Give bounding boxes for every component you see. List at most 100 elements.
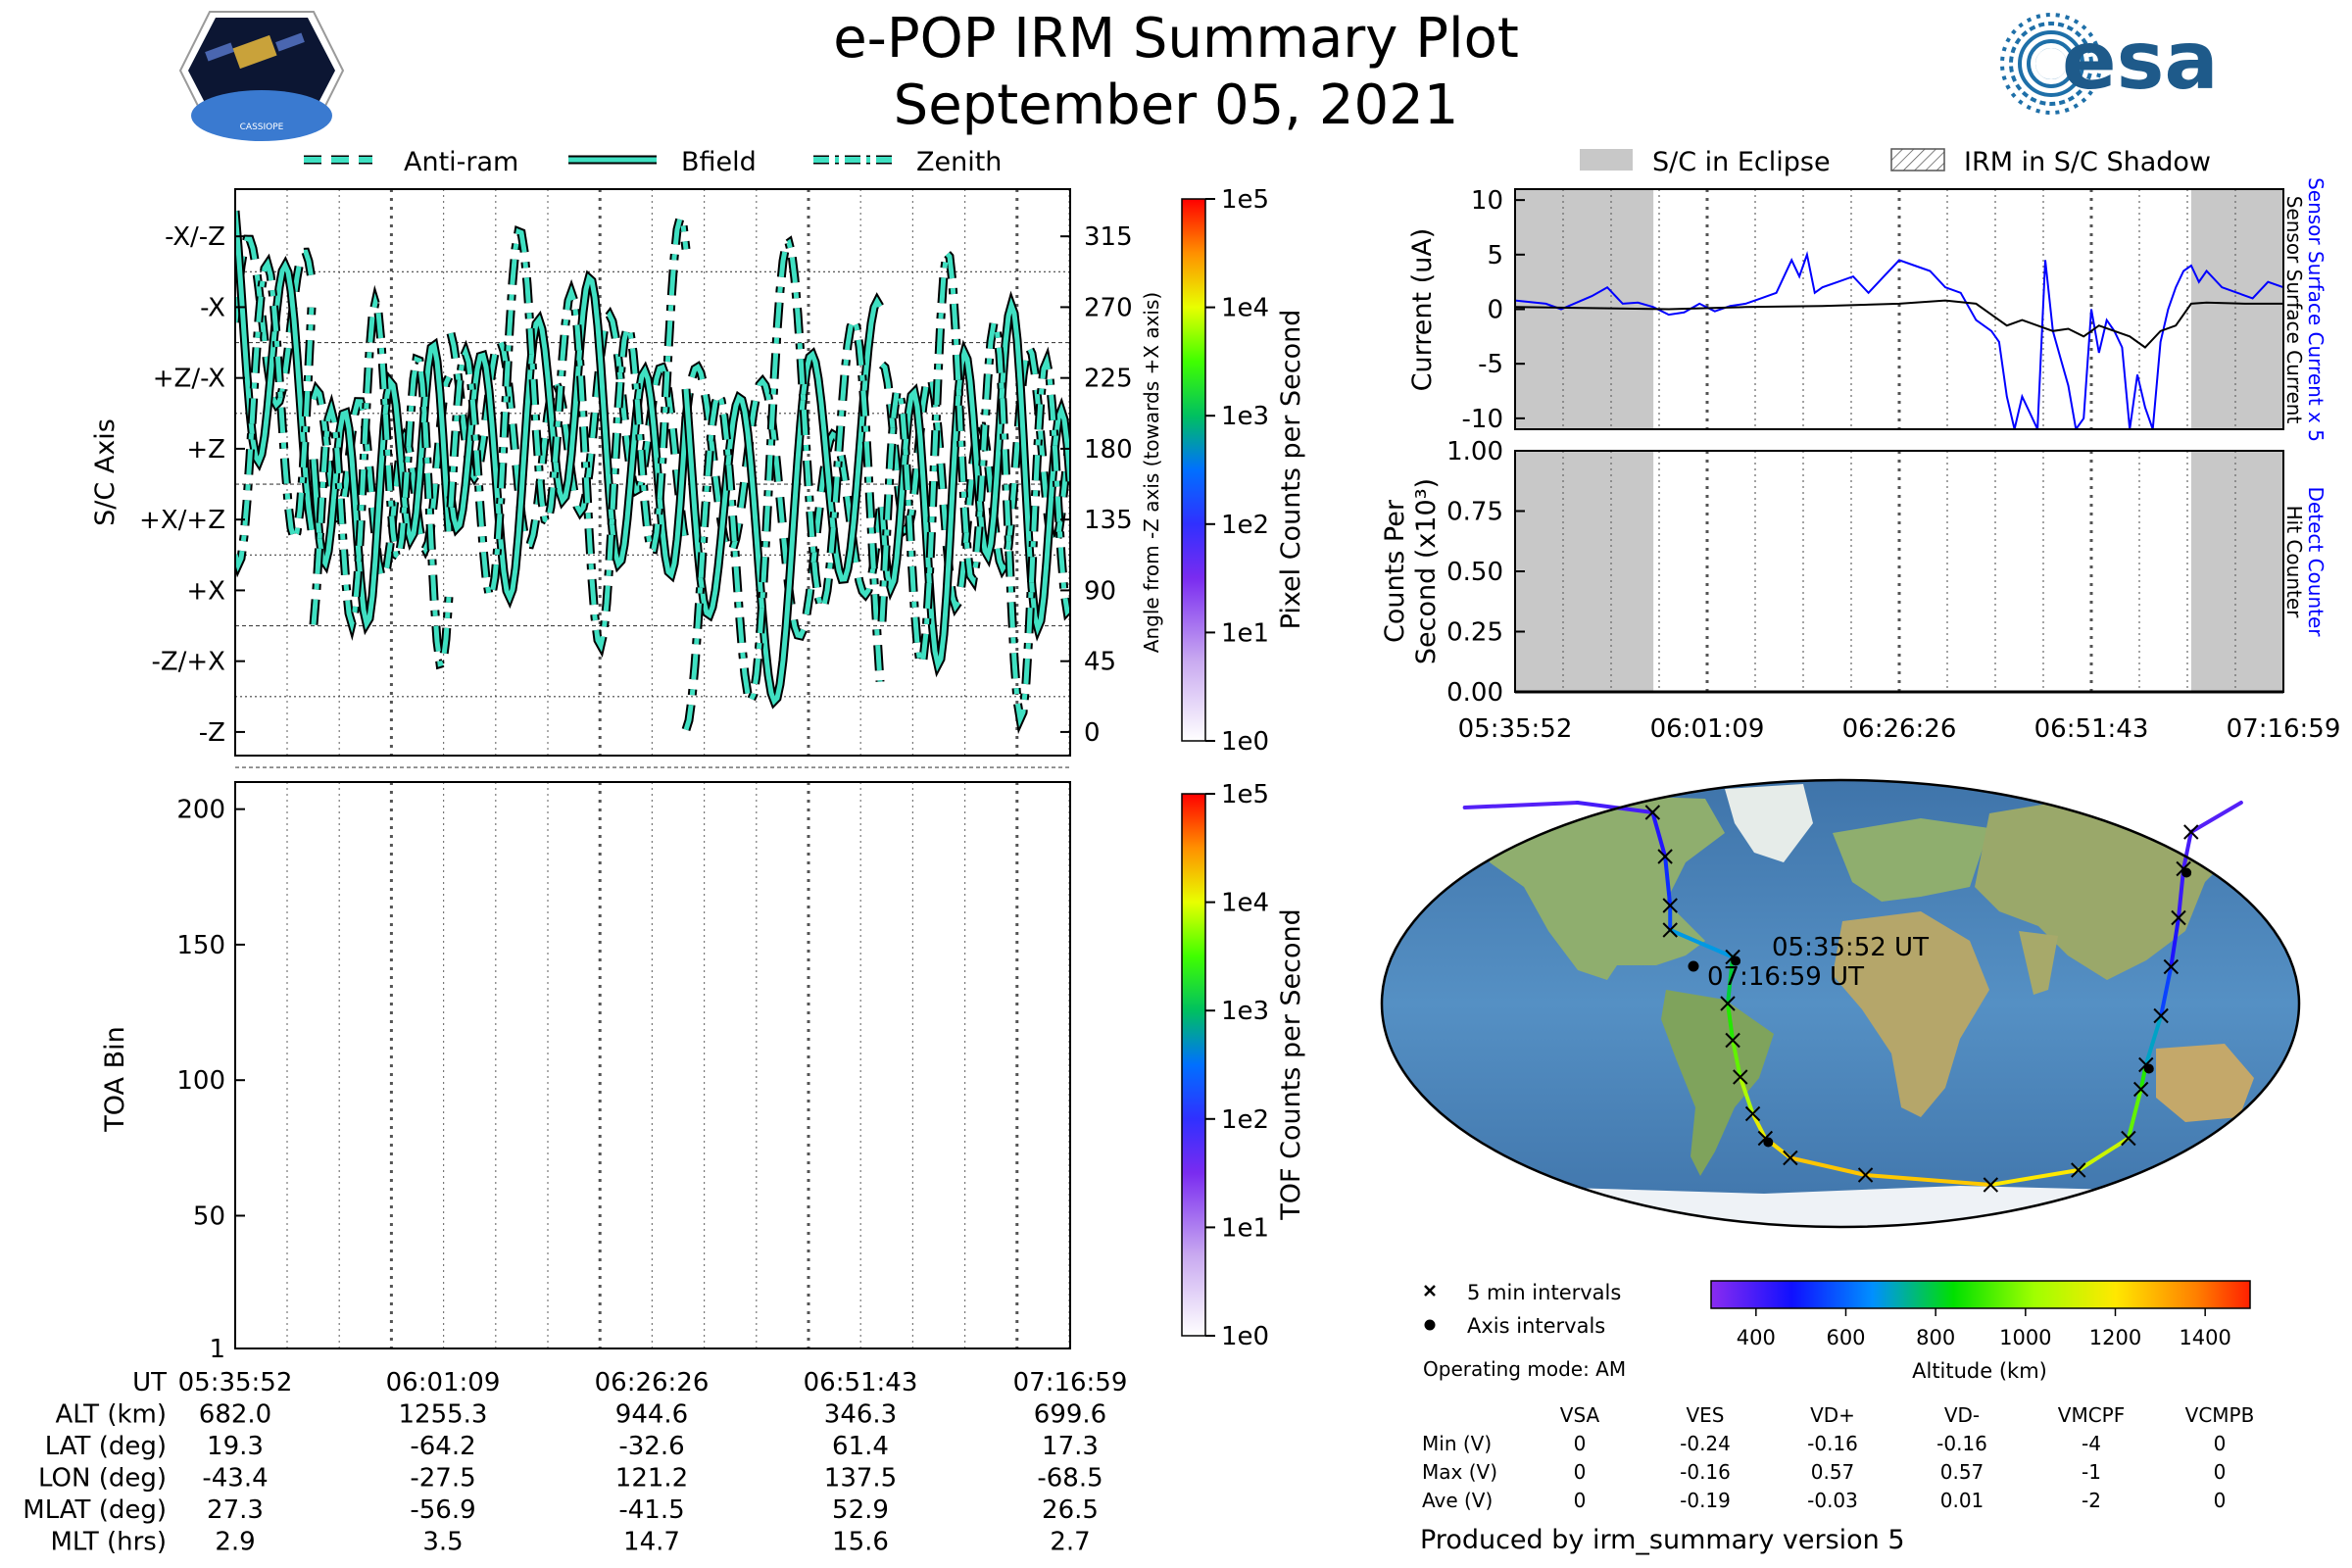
legend-label: Anti-ram [404, 147, 518, 177]
voltage-column-header: VES [1686, 1403, 1724, 1427]
counts-y-label-line2: Second (x10³) [1411, 478, 1442, 664]
series-current [1515, 299, 2283, 349]
counts-eclipse-bands [1515, 451, 2283, 692]
voltage-cell: 0.57 [1811, 1460, 1855, 1484]
table-cell: 3.5 [422, 1528, 463, 1557]
table-cell: 19.3 [207, 1432, 264, 1461]
produced-by: Produced by irm_summary version 5 [1420, 1525, 1905, 1555]
voltage-row-label: Min (V) [1422, 1432, 1492, 1455]
table-cell: 06:51:43 [804, 1368, 918, 1397]
colorbar-tick-label: 1400 [2179, 1326, 2230, 1349]
orbit-track [1462, 801, 2243, 1187]
continent-greenland [1725, 784, 1813, 862]
counts-right-label-blue: Detect Counter [2304, 487, 2328, 638]
orbit-marker-dot [2181, 867, 2192, 878]
x-tick-label: 06:01:09 [1650, 714, 1765, 744]
y-tick-label: +X [186, 576, 225, 606]
table-cell: -68.5 [1037, 1464, 1102, 1494]
attitude-y-ticks-right: 315 270 225 180 135 90 45 0 [1060, 222, 1133, 748]
continent-india [2019, 931, 2058, 995]
y-tick-label-right: 315 [1084, 222, 1133, 252]
y-tick-label: 0 [1487, 296, 1503, 325]
colorbar-tick-label: 1e2 [1221, 511, 1269, 540]
orbit-segment [2126, 1087, 2143, 1141]
table-cell: -56.9 [410, 1495, 475, 1525]
orbit-segment [1750, 1111, 1768, 1141]
orbit-marker-cross [2153, 1007, 2169, 1024]
orbit-marker-cross [2183, 824, 2199, 840]
legend-label: Bfield [681, 147, 757, 177]
orbit-markers [1644, 805, 2199, 1193]
y-tick-label-right: 0 [1084, 718, 1101, 748]
orbit-marker-cross [1983, 1177, 1999, 1193]
table-cell: 346.3 [824, 1400, 897, 1430]
orbit-marker-cross [2171, 909, 2186, 926]
table-row-label: UT [132, 1368, 167, 1397]
voltage-cell: -0.16 [1807, 1432, 1858, 1455]
colorbar-tick-label: 800 [1916, 1326, 1955, 1349]
counts-grid [1562, 451, 2236, 692]
voltage-cell: -0.19 [1680, 1489, 1731, 1512]
colorbar-tick-label: 1000 [1999, 1326, 2051, 1349]
y-tick-label: 1 [209, 1335, 225, 1364]
y-tick-label: 0.25 [1446, 618, 1503, 648]
counts-x-ticks: 05:35:52 06:01:09 06:26:26 06:51:43 07:16:59 [1458, 714, 2341, 744]
colorbar-tick-label: 1e1 [1221, 618, 1269, 648]
attitude-traces [235, 204, 1070, 735]
orbit-marker-cross [2163, 958, 2180, 975]
continent-europe [1833, 818, 1989, 902]
current-right-label-black: Sensor Surface Current [2282, 196, 2306, 424]
map-frame [1380, 778, 2301, 1229]
orbit-segment [1863, 1173, 1993, 1187]
legend-item-shadow: IRM in S/C Shadow [1890, 147, 2211, 177]
colorbar-tick-label: 1200 [2089, 1326, 2141, 1349]
y-tick-label: -Z [199, 718, 225, 748]
continent-north-america [1480, 796, 1725, 980]
y-tick-label: -5 [1478, 350, 1503, 379]
y-tick-label: +Z/-X [153, 365, 225, 394]
tof-colorbar: 1e0 1e1 1e2 1e3 1e4 1e5 TOF Counts per Second [1181, 780, 1306, 1351]
voltage-column-header: VD- [1944, 1403, 1980, 1427]
orbit-marker-cross [1733, 1069, 1748, 1085]
y-tick-label: 1.00 [1446, 437, 1503, 466]
orbit-marker-cross [2132, 1081, 2149, 1098]
orbit-marker-cross [1720, 996, 1736, 1011]
trace-zenith [311, 292, 452, 667]
orbit-segment [2181, 830, 2193, 871]
colorbar-tick-label: 1e4 [1221, 889, 1269, 918]
orbit-segment [1668, 928, 1736, 959]
pixel-colorbar-label: Pixel Counts per Second [1276, 310, 1306, 630]
legend-eclipse: S/C in Eclipse IRM in S/C Shadow [1580, 147, 2211, 177]
pixel-colorbar-gradient [1181, 198, 1206, 742]
voltage-cell: 0 [2214, 1432, 2227, 1455]
table-cell: 05:35:52 [178, 1368, 293, 1397]
orbit-marker-dot [1731, 956, 1741, 966]
colorbar-tick-label: 1e3 [1221, 402, 1269, 431]
eclipse-band [2190, 189, 2283, 429]
colorbar-tick-label: 600 [1826, 1326, 1865, 1349]
orbit-marker-dot [2143, 1063, 2154, 1074]
logo-right-text: esa [2062, 15, 2219, 108]
orbit-segment [1650, 810, 1668, 858]
colorbar-tick-label: 1e0 [1221, 1322, 1269, 1351]
current-y-label: Current (uA) [1407, 228, 1438, 392]
table-row-label: LAT (deg) [45, 1432, 167, 1461]
y-tick-label: 50 [193, 1201, 225, 1231]
orbit-marker-cross [2071, 1162, 2086, 1178]
orbit-marker-cross [1857, 1167, 1874, 1183]
table-cell: 137.5 [824, 1464, 897, 1494]
logo-cassiope: CASSIOPE [178, 11, 345, 141]
table-cell: 14.7 [623, 1528, 680, 1557]
x-tick-label: 06:26:26 [1842, 714, 1957, 744]
page-date: September 05, 2021 [894, 74, 1459, 137]
y-tick-label-right: 90 [1084, 576, 1116, 606]
continent-south-america [1661, 990, 1774, 1176]
voltage-cell: -4 [2082, 1432, 2101, 1455]
table-cell: 27.3 [207, 1495, 264, 1525]
voltage-cell: -0.24 [1680, 1432, 1731, 1455]
counts-right-label-black: Hit Counter [2282, 506, 2306, 618]
y-tick-label: 100 [176, 1066, 225, 1096]
table-row-label: MLAT (deg) [23, 1495, 167, 1525]
